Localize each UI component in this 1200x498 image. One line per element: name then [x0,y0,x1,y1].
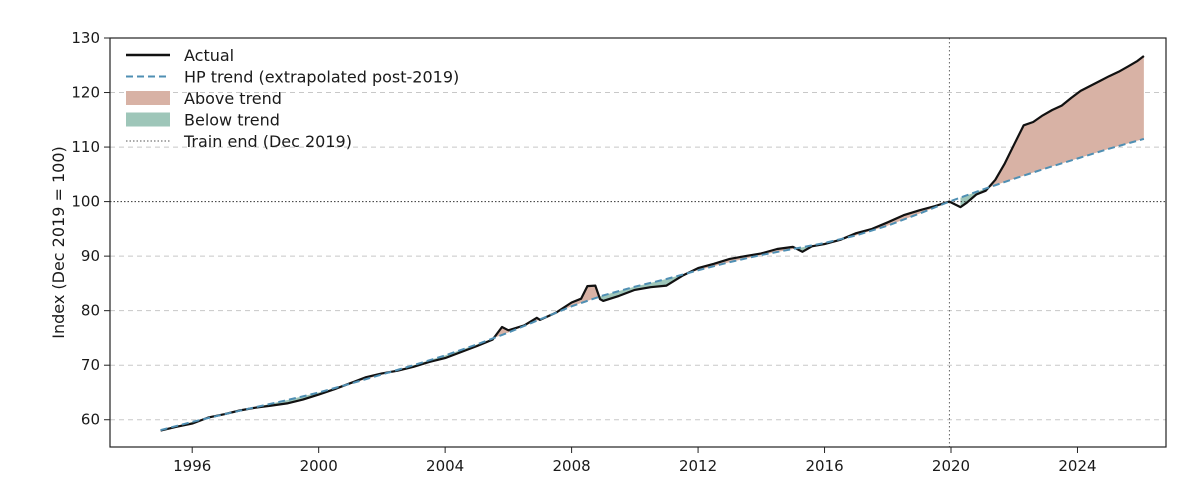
y-tick-label: 90 [81,247,100,265]
x-tick-label: 2024 [1058,457,1096,475]
legend-item-trainend: Train end (Dec 2019) [126,132,352,151]
legend-swatch [126,112,170,127]
x-tick-label: 2020 [932,457,970,475]
legend-label: Below trend [184,111,280,130]
trend-series-line [160,137,1145,432]
legend-label: Above trend [184,89,282,108]
legend-item-above: Above trend [126,89,282,108]
y-tick-label: 60 [81,411,100,429]
reference-lines [110,38,1166,447]
x-axis: 1996 2000 2004 2008 2012 2016 2020 2024 [173,447,1097,475]
y-tick-label: 100 [71,193,100,211]
legend-label: HP trend (extrapolated post-2019) [184,68,459,87]
legend: Actual HP trend (extrapolated post-2019) A… [126,46,459,151]
plot-frame [109,37,1167,448]
y-tick-label: 110 [71,138,100,156]
y-tick-label: 70 [81,356,100,374]
y-tick-label: 80 [81,302,100,320]
legend-label: Actual [184,46,234,65]
y-axis: 60 70 80 90 100 110 120 130 [71,29,110,429]
x-tick-label: 2004 [426,457,464,475]
legend-item-actual: Actual [126,46,234,65]
x-tick-label: 2008 [553,457,591,475]
x-tick-label: 2012 [679,457,717,475]
y-axis-title: Index (Dec 2019 = 100) [49,146,68,339]
series-lines [160,55,1145,432]
y-tick-label: 120 [71,84,100,102]
above-trend-area [843,201,950,239]
legend-label: Train end (Dec 2019) [183,132,352,151]
x-tick-label: 1996 [173,457,211,475]
x-tick-label: 2000 [300,457,338,475]
y-tick-label: 130 [71,29,100,47]
legend-item-below: Below trend [126,111,280,130]
gridlines [110,92,1166,421]
above-trend-area [988,55,1144,188]
legend-swatch [126,91,170,105]
x-tick-label: 2016 [805,457,843,475]
above-trend-area [687,246,797,274]
legend-item-trend: HP trend (extrapolated post-2019) [126,68,459,87]
